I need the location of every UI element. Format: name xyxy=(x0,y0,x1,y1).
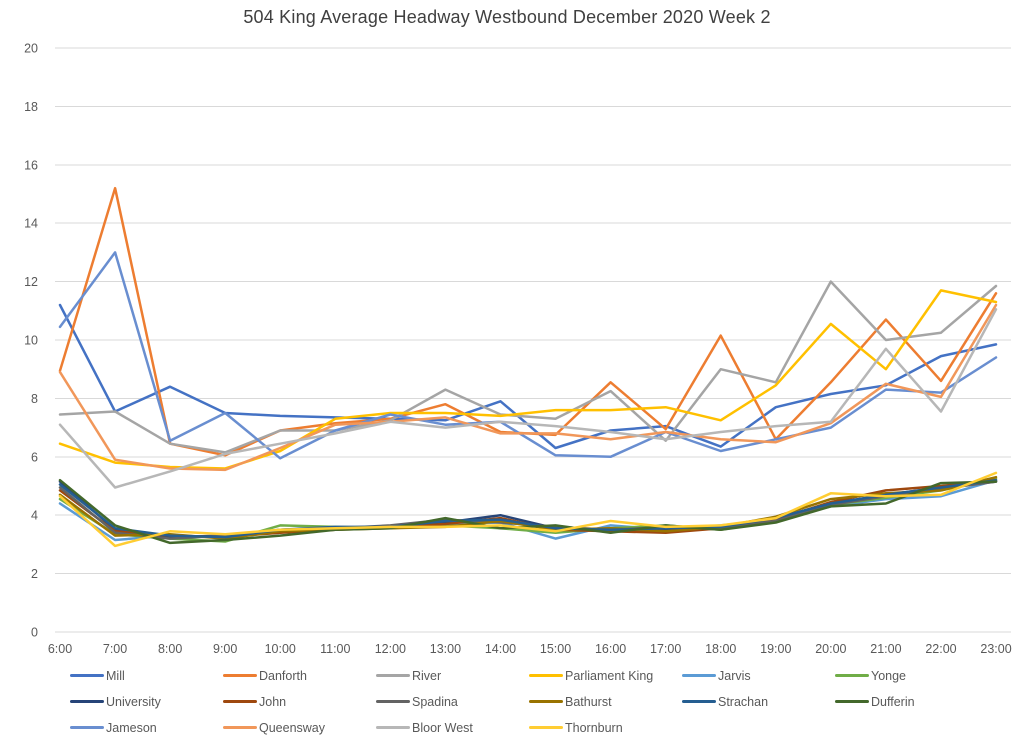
legend-label: Jameson xyxy=(106,720,157,735)
legend-swatch-icon xyxy=(223,673,257,678)
legend-swatch-icon xyxy=(70,725,104,730)
legend-swatch-icon xyxy=(529,699,563,704)
legend-item-river: River xyxy=(376,667,529,684)
legend: Mill Danforth River Parliament King Jarvis Yo… xyxy=(70,667,988,736)
legend-item-spadina: Spadina xyxy=(376,693,529,710)
series-line-parliament-king xyxy=(58,289,998,470)
y-tick-label: 16 xyxy=(24,158,38,172)
legend-swatch-icon xyxy=(529,673,563,678)
legend-item-bloor-west: Bloor West xyxy=(376,719,529,736)
legend-swatch-icon xyxy=(376,673,410,678)
legend-item-thornburn: Thornburn xyxy=(529,719,682,736)
y-tick-label: 4 xyxy=(31,509,38,523)
x-tick-label: 21:00 xyxy=(870,642,901,656)
y-tick-label: 6 xyxy=(31,450,38,464)
legend-label: Bloor West xyxy=(412,720,473,735)
x-tick-label: 10:00 xyxy=(265,642,296,656)
x-tick-label: 9:00 xyxy=(213,642,237,656)
x-tick-label: 12:00 xyxy=(375,642,406,656)
legend-item-university: University xyxy=(70,693,223,710)
x-tick-label: 18:00 xyxy=(705,642,736,656)
legend-label: Yonge xyxy=(871,668,906,683)
y-tick-label: 12 xyxy=(24,275,38,289)
x-tick-label: 13:00 xyxy=(430,642,461,656)
legend-label: Spadina xyxy=(412,694,458,709)
x-tick-label: 23:00 xyxy=(980,642,1011,656)
legend-swatch-icon xyxy=(835,699,869,704)
legend-swatch-icon xyxy=(223,725,257,730)
legend-swatch-icon xyxy=(223,699,257,704)
series-line-strachan xyxy=(58,478,998,539)
legend-label: Dufferin xyxy=(871,694,915,709)
x-tick-label: 20:00 xyxy=(815,642,846,656)
legend-label: Parliament King xyxy=(565,668,654,683)
series-line-danforth xyxy=(58,186,998,457)
legend-item-mill: Mill xyxy=(70,667,223,684)
x-tick-label: 19:00 xyxy=(760,642,791,656)
legend-label: Queensway xyxy=(259,720,326,735)
series-line-queensway xyxy=(58,303,998,472)
legend-swatch-icon xyxy=(835,673,869,678)
legend-label: Strachan xyxy=(718,694,769,709)
chart-title: 504 King Average Headway Westbound Decem… xyxy=(243,7,771,27)
legend-swatch-icon xyxy=(529,725,563,730)
y-tick-label: 14 xyxy=(24,217,38,231)
series-line-thornburn xyxy=(58,471,998,548)
legend-label: Jarvis xyxy=(718,668,751,683)
legend-item-yonge: Yonge xyxy=(835,667,988,684)
legend-item-dufferin: Dufferin xyxy=(835,693,988,710)
y-tick-label: 20 xyxy=(24,42,38,56)
x-tick-label: 15:00 xyxy=(540,642,571,656)
legend-item-parliament-king: Parliament King xyxy=(529,667,682,684)
x-tick-label: 17:00 xyxy=(650,642,681,656)
legend-label: River xyxy=(412,668,442,683)
legend-item-strachan: Strachan xyxy=(682,693,835,710)
series-line-jameson xyxy=(58,251,998,460)
legend-swatch-icon xyxy=(70,673,104,678)
legend-label: Bathurst xyxy=(565,694,612,709)
legend-label: University xyxy=(106,694,161,709)
x-tick-label: 22:00 xyxy=(925,642,956,656)
x-tick-label: 6:00 xyxy=(48,642,72,656)
x-tick-label: 8:00 xyxy=(158,642,182,656)
legend-label: Danforth xyxy=(259,668,307,683)
x-tick-label: 14:00 xyxy=(485,642,516,656)
y-tick-label: 8 xyxy=(31,392,38,406)
series-line-dufferin xyxy=(58,478,998,545)
x-tick-label: 11:00 xyxy=(320,642,350,656)
x-tick-label: 16:00 xyxy=(595,642,626,656)
legend-swatch-icon xyxy=(70,699,104,704)
legend-label: John xyxy=(259,694,287,709)
legend-item-danforth: Danforth xyxy=(223,667,376,684)
legend-item-jameson: Jameson xyxy=(70,719,223,736)
y-tick-label: 18 xyxy=(24,100,38,114)
y-tick-label: 0 xyxy=(31,626,38,640)
legend-item-queensway: Queensway xyxy=(223,719,376,736)
legend-swatch-icon xyxy=(682,699,716,704)
legend-label: Mill xyxy=(106,668,125,683)
legend-swatch-icon xyxy=(682,673,716,678)
legend-swatch-icon xyxy=(376,699,410,704)
legend-swatch-icon xyxy=(376,725,410,730)
legend-label: Thornburn xyxy=(565,720,623,735)
series-line-bloor-west xyxy=(58,308,998,489)
series-line-river xyxy=(58,280,998,454)
y-tick-label: 2 xyxy=(31,567,38,581)
y-tick-label: 10 xyxy=(24,334,38,348)
x-tick-label: 7:00 xyxy=(103,642,127,656)
legend-item-john: John xyxy=(223,693,376,710)
legend-item-bathurst: Bathurst xyxy=(529,693,682,710)
legend-item-jarvis: Jarvis xyxy=(682,667,835,684)
